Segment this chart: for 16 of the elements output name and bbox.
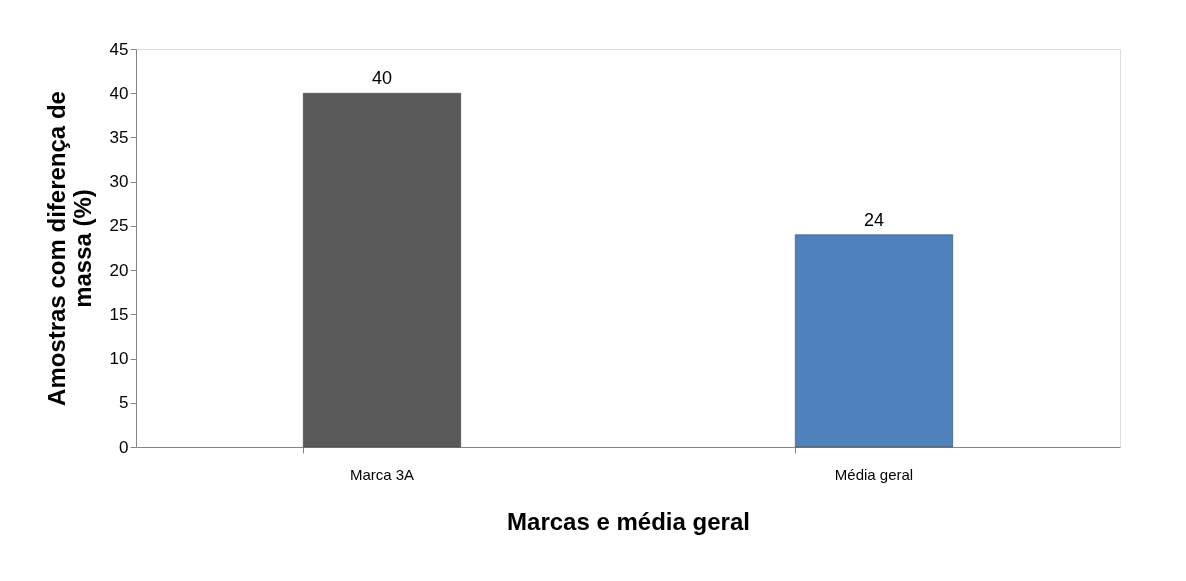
y-tick-label: 20 [109,260,129,280]
y-tick-label: 15 [109,304,129,324]
y-tick-label: 45 [109,39,129,59]
y-tick-label: 30 [109,172,129,192]
y-tick-label: 35 [109,127,129,147]
x-tick-label: Marca 3A [349,465,415,483]
y-axis-title: Amostras com diferença de massa (%) [42,91,96,406]
y-tick-label: 25 [109,216,129,236]
y-tick-label: 10 [109,349,129,369]
y-tick-label: 0 [119,437,129,457]
data-label: 40 [371,68,393,89]
x-axis-title: Marcas e média geral [507,507,750,535]
x-tick-label: Média geral [834,465,914,483]
y-tick-label: 40 [109,83,129,103]
data-label: 24 [863,209,885,230]
y-tick-label: 5 [119,393,129,413]
